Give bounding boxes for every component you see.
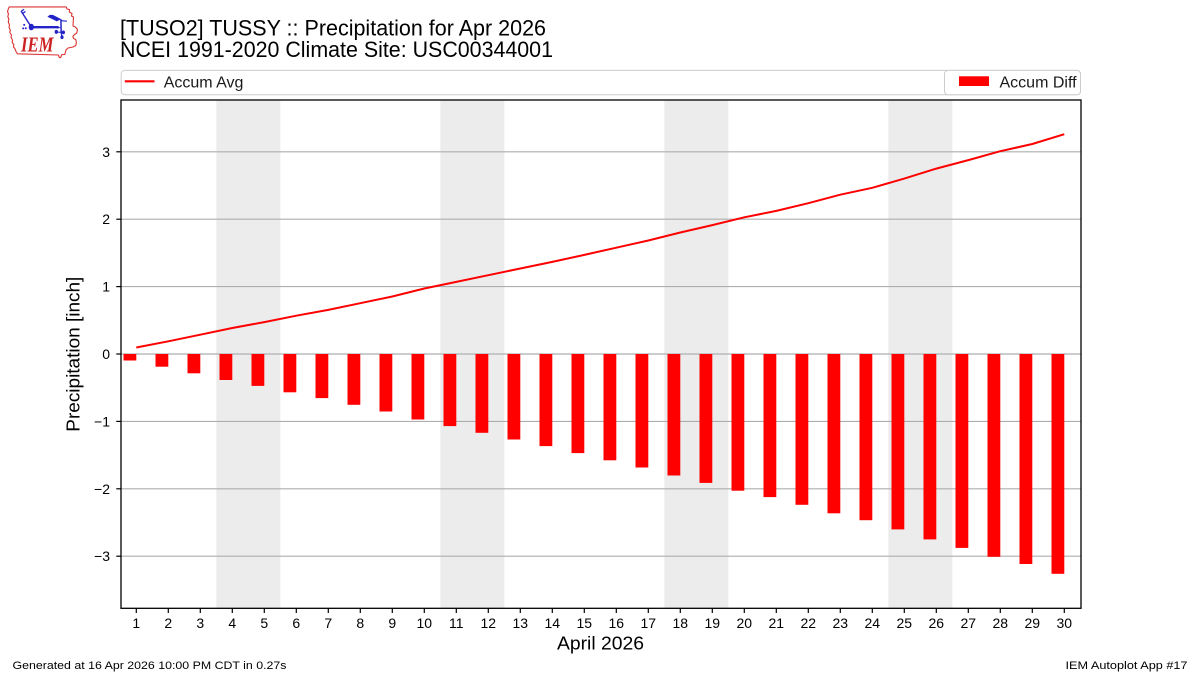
svg-text:IEM: IEM [20, 33, 54, 57]
svg-text:28: 28 [993, 615, 1009, 631]
svg-text:6: 6 [292, 615, 300, 631]
svg-text:20: 20 [737, 615, 753, 631]
svg-text:8: 8 [356, 615, 364, 631]
svg-text:Accum Diff: Accum Diff [1000, 74, 1078, 91]
svg-text:9: 9 [388, 615, 396, 631]
svg-text:IEM Autoplot App #17: IEM Autoplot App #17 [1066, 660, 1188, 672]
svg-text:−3: −3 [94, 548, 110, 564]
svg-text:3: 3 [102, 144, 110, 160]
svg-text:Generated at 16 Apr 2026 10:00: Generated at 16 Apr 2026 10:00 PM CDT in… [13, 660, 288, 672]
svg-text:0: 0 [102, 346, 110, 362]
svg-text:Precipitation [inch]: Precipitation [inch] [64, 277, 84, 432]
svg-text:1: 1 [102, 279, 110, 295]
svg-text:5: 5 [260, 615, 268, 631]
svg-text:Accum Avg: Accum Avg [164, 74, 244, 91]
svg-text:21: 21 [769, 615, 785, 631]
svg-text:2: 2 [164, 615, 172, 631]
svg-text:7: 7 [324, 615, 332, 631]
svg-text:−1: −1 [94, 413, 110, 429]
svg-text:April 2026: April 2026 [557, 634, 644, 654]
svg-text:27: 27 [961, 615, 977, 631]
svg-text:12: 12 [481, 615, 497, 631]
svg-text:18: 18 [673, 615, 689, 631]
svg-text:23: 23 [833, 615, 849, 631]
svg-text:4: 4 [228, 615, 236, 631]
svg-text:17: 17 [641, 615, 657, 631]
svg-text:11: 11 [449, 615, 464, 631]
svg-text:10: 10 [417, 615, 433, 631]
svg-text:25: 25 [897, 615, 913, 631]
svg-text:14: 14 [545, 615, 561, 631]
svg-text:−2: −2 [94, 481, 110, 497]
svg-text:22: 22 [801, 615, 817, 631]
svg-text:29: 29 [1025, 615, 1041, 631]
svg-text:1: 1 [132, 615, 140, 631]
svg-text:16: 16 [609, 615, 625, 631]
svg-text:15: 15 [577, 615, 593, 631]
svg-text:[TUSO2] TUSSY :: Precipitation: [TUSO2] TUSSY :: Precipitation for Apr 2… [120, 16, 546, 41]
svg-text:NCEI 1991-2020 Climate Site: U: NCEI 1991-2020 Climate Site: USC00344001 [120, 37, 553, 62]
svg-text:2: 2 [102, 211, 110, 227]
svg-text:30: 30 [1057, 615, 1073, 631]
svg-text:26: 26 [929, 615, 945, 631]
svg-text:13: 13 [513, 615, 529, 631]
svg-text:19: 19 [705, 615, 721, 631]
svg-text:24: 24 [865, 615, 881, 631]
svg-text:3: 3 [196, 615, 204, 631]
